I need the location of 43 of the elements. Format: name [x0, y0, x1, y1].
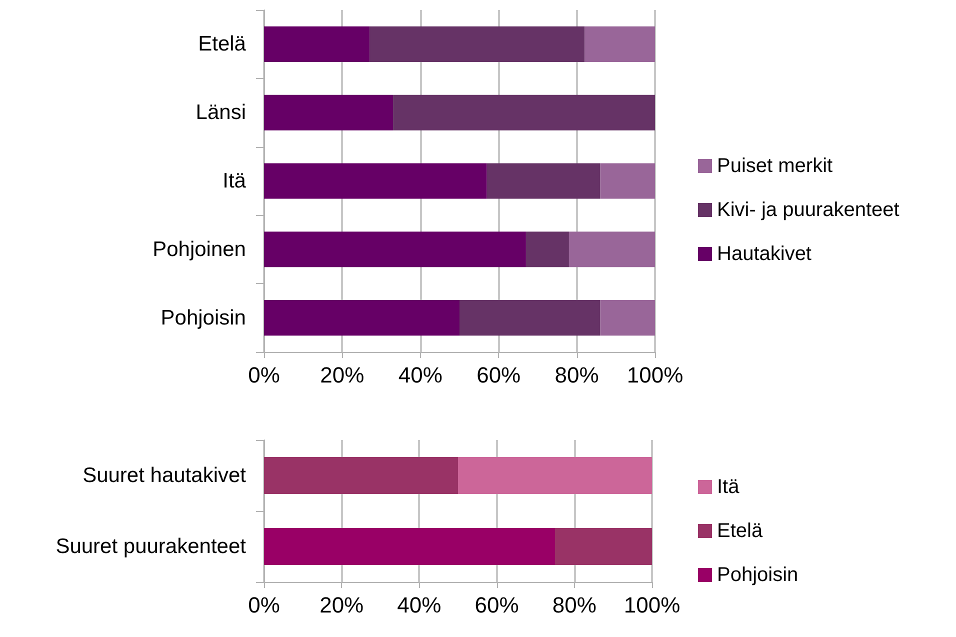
- bar: [584, 26, 655, 62]
- bar: [460, 300, 600, 336]
- x-tick-label: 40%: [397, 592, 442, 618]
- legend-label: Pohjoisin: [717, 564, 798, 586]
- y-tick-label: Itä: [222, 170, 246, 192]
- y-tick-label: Länsi: [196, 101, 246, 124]
- bar: [393, 94, 655, 130]
- x-tick-label: 100%: [624, 592, 680, 618]
- bar: [600, 163, 655, 199]
- bar: [555, 528, 652, 565]
- bar: [568, 232, 655, 268]
- y-tick-label: Pohjoisin: [160, 306, 246, 330]
- x-tick-label: 60%: [476, 362, 521, 388]
- x-tick-label: 0%: [248, 592, 280, 618]
- bar: [264, 26, 370, 62]
- y-tick-label: Pohjoinen: [152, 238, 246, 261]
- y-tick-label: Suuret puurakenteet: [56, 535, 246, 558]
- y-tick-label: Suuret hautakivet: [82, 464, 246, 487]
- bar: [526, 232, 569, 268]
- legend-label: Puiset merkit: [717, 155, 834, 177]
- legend-label: Itä: [717, 476, 740, 498]
- legend-label: Kivi- ja puurakenteet: [717, 199, 900, 221]
- bar: [264, 457, 458, 494]
- x-tick-label: 20%: [320, 592, 364, 618]
- x-tick-label: 40%: [398, 362, 442, 388]
- bar: [264, 232, 526, 268]
- bar: [458, 457, 652, 494]
- y-tick-label: Etelä: [198, 32, 246, 56]
- bar: [264, 163, 487, 199]
- x-tick-label: 80%: [552, 592, 596, 618]
- x-tick-label: 20%: [320, 362, 364, 388]
- bar: [264, 528, 555, 565]
- x-tick-label: 60%: [474, 592, 519, 618]
- bar: [264, 300, 460, 336]
- bar: [600, 300, 655, 336]
- bar: [264, 94, 394, 130]
- bar: [370, 26, 585, 62]
- x-tick-label: 0%: [248, 362, 280, 388]
- legend-label: Etelä: [717, 520, 764, 542]
- x-tick-label: 100%: [626, 362, 684, 388]
- x-tick-label: 80%: [554, 362, 599, 388]
- bar: [486, 163, 600, 199]
- legend-label: Hautakivet: [717, 243, 812, 265]
